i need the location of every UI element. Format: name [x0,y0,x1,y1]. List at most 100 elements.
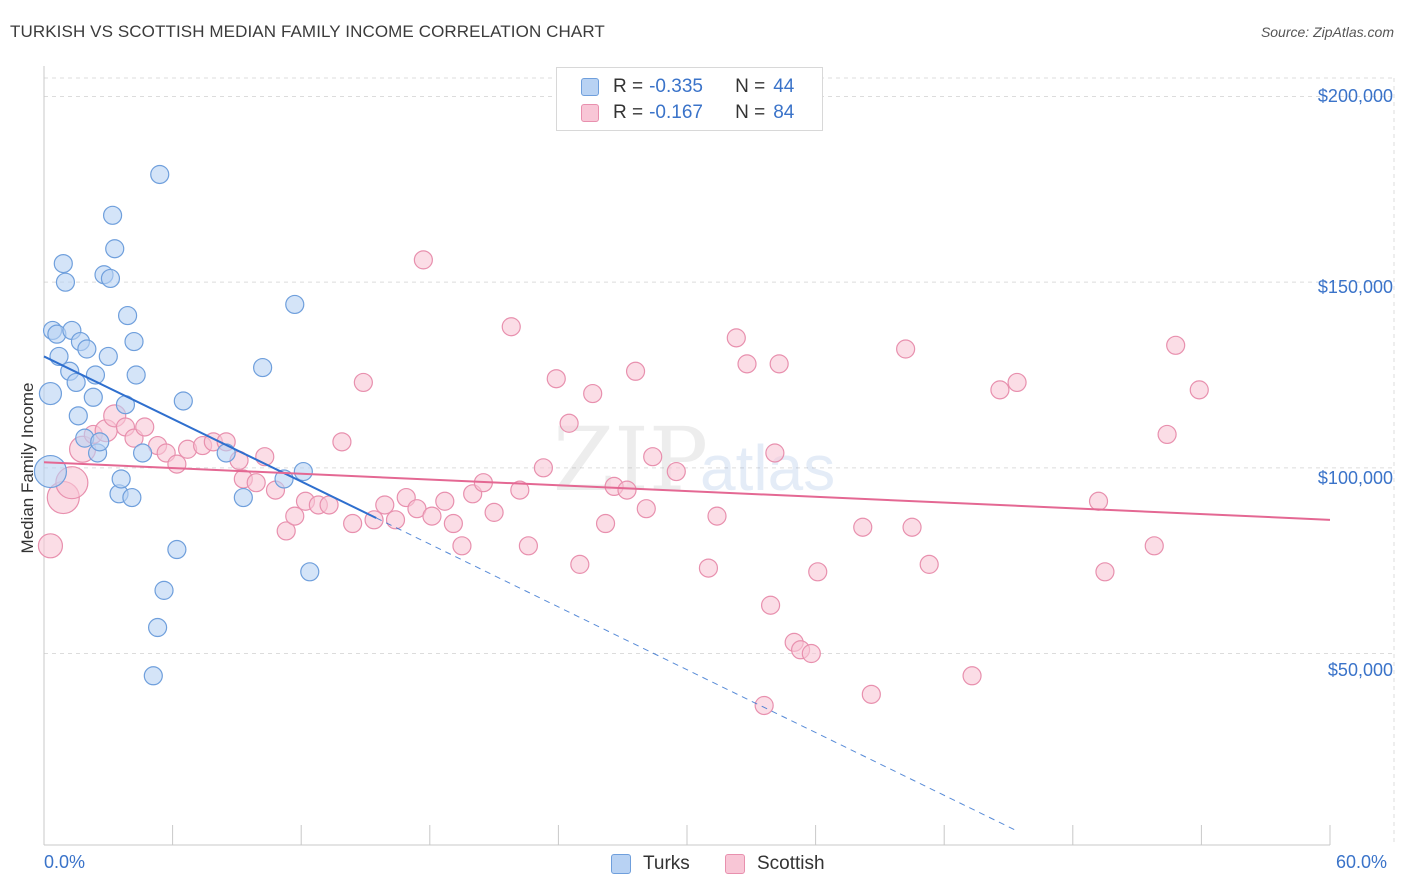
turks-swatch-icon [611,854,631,874]
turks-point [167,539,187,560]
turks-points [33,164,320,686]
scottish-point [853,517,873,537]
turks-point [154,580,174,600]
turks-point [233,487,253,508]
scottish-point [533,458,553,478]
turks-point [100,268,121,289]
r-value: -0.335 [649,76,703,97]
scottish-point [546,369,566,389]
scottish-point [422,506,442,526]
turks-point [33,454,68,489]
trendlines [43,355,1331,831]
scottish-point [643,447,663,467]
scottish-point [37,533,64,559]
n-value: 44 [773,76,795,97]
bottom-legend-turks[interactable]: Turks [611,852,690,876]
scottish-point [625,361,646,381]
scottish-point [583,383,603,404]
y-axis-label: Median Family Income [18,382,37,554]
scottish-point [666,461,686,482]
scottish-point [276,521,296,541]
scottish-point [385,510,406,530]
scottish-point [1007,372,1027,393]
turks-point [124,331,144,352]
turks-point [126,365,146,385]
scottish-point [1189,380,1209,400]
r-label: R = [613,76,644,97]
scottish-point [559,413,579,433]
scottish-point [754,695,774,716]
bottom-legend-scottish[interactable]: Scottish [725,852,825,876]
scottish-legend-label: Scottish [757,853,825,874]
scottish-point [246,473,266,493]
scottish-point [413,250,433,270]
turks-point [53,254,73,274]
scottish-point [726,328,746,348]
x-max-label: 60.0% [1336,852,1388,872]
chart-title: TURKISH VS SCOTTISH MEDIAN FAMILY INCOME… [10,22,605,41]
turks-trendline-extension [375,517,1016,831]
turks-point [132,443,153,463]
scottish-point [435,491,455,511]
scottish-point [902,517,922,537]
scottish-point [760,595,781,615]
axes [43,66,1331,846]
turks-point [98,346,118,367]
scottish-swatch-icon [581,104,599,122]
scottish-point [861,684,881,704]
scottish-point [765,443,785,463]
turks-legend-label: Turks [643,853,690,874]
scottish-point [285,506,305,526]
scottish-point [518,536,538,556]
scottish-point [1144,536,1164,556]
scottish-swatch-icon [725,854,745,874]
scottish-point [1088,491,1109,511]
turks-point [38,381,63,406]
turks-point [102,205,123,225]
y-tick-label: $50,000 [1327,660,1393,680]
x-min-label: 0.0% [44,852,86,872]
scottish-point [343,513,363,534]
scottish-point [962,666,982,686]
turks-point [83,387,103,407]
scottish-point [375,495,395,515]
scottish-point [484,502,504,522]
turks-swatch-icon [581,78,599,96]
turks-point [150,164,170,185]
turks-point [90,432,110,452]
turks-trendline [43,355,377,519]
n-label: N = [735,102,766,123]
turks-point [143,666,163,686]
y-tick-label: $150,000 [1317,277,1393,297]
y-tick-label: $200,000 [1317,86,1393,106]
scottish-points [37,250,1209,716]
turks-point [117,305,138,326]
legend-row-scottish: R = -0.167 N = 84 [581,101,794,125]
scottish-point [1095,562,1115,582]
y-tick-label: $100,000 [1317,468,1393,488]
turks-point [105,239,125,259]
turks-point [122,487,142,508]
scottish-point [707,506,727,526]
scottish-point [636,499,656,519]
r-label: R = [613,102,644,123]
turks-point [68,406,88,426]
turks-point [77,339,97,359]
turks-point [66,372,86,393]
n-value: 84 [773,102,795,123]
turks-point [173,391,193,411]
source-label: Source: ZipAtlas.com [1260,24,1394,40]
scottish-point [570,554,590,574]
turks-point [55,272,76,292]
scottish-point [595,513,616,534]
turks-point [253,357,273,378]
scottish-point [501,317,521,337]
scottish-point [332,432,352,452]
scottish-point [737,354,757,374]
stats-legend: R = -0.335 N = 44 R = -0.167 N = 84 [556,67,823,131]
turks-point [300,562,320,582]
scottish-point [698,558,719,578]
scottish-point [135,417,155,437]
turks-point [293,461,313,482]
